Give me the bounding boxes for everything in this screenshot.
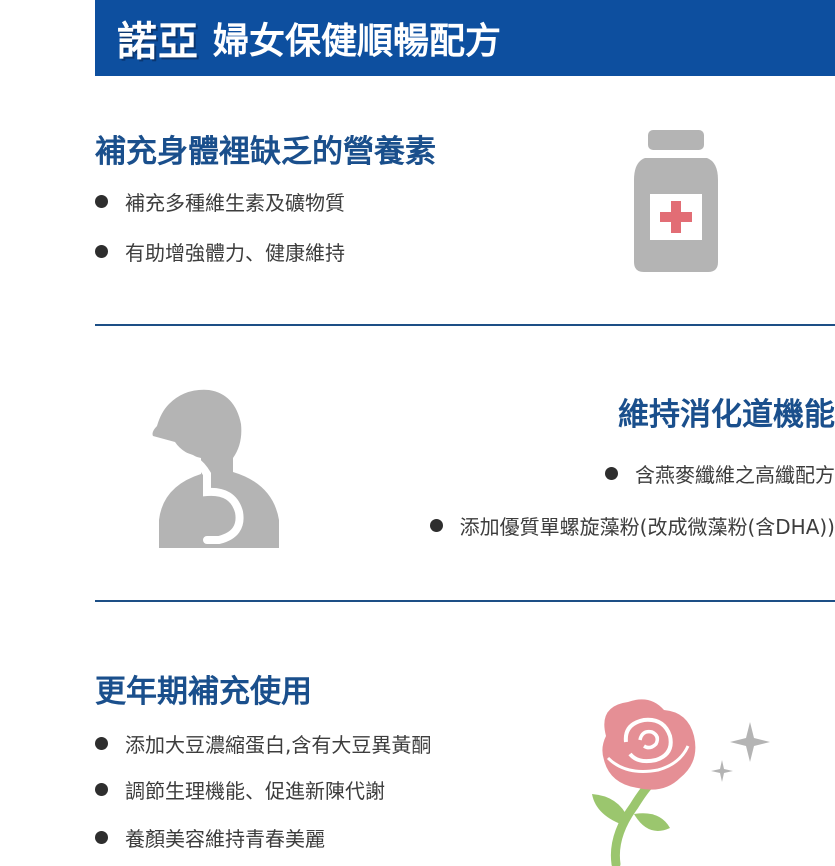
bullet-dot <box>95 244 108 258</box>
list-item-text: 添加大豆濃縮蛋白,含有大豆異黃酮 <box>125 732 432 757</box>
bullet-dot <box>95 736 108 750</box>
bullet-dot <box>95 194 108 208</box>
section-divider <box>95 600 835 602</box>
section-menopause-heading: 更年期補充使用 <box>95 674 312 710</box>
section-digestion-heading: 維持消化道機能 <box>618 397 835 433</box>
list-item: 調節生理機能、促進新陳代謝 <box>95 774 431 804</box>
banner-title: 婦女保健順暢配方 <box>213 21 502 62</box>
section-digestion-list: 含燕麥纖維之高纖配方 添加優質單螺旋藻粉(改成微藻粉(含DHA)) <box>429 458 835 540</box>
bullet-dot <box>429 518 443 532</box>
list-item: 有助增強體力、健康維持 <box>95 236 345 266</box>
rose-icon <box>592 699 770 866</box>
section-menopause-list: 添加大豆濃縮蛋白,含有大豆異黃酮 調節生理機能、促進新陳代謝 養顏美容維持青春美… <box>95 728 431 852</box>
list-item-text: 添加優質單螺旋藻粉(改成微藻粉(含DHA)) <box>459 514 835 539</box>
bullet-dot <box>95 830 108 844</box>
list-item-text: 有助增強體力、健康維持 <box>125 240 345 265</box>
section-nutrition-list: 補充多種維生素及礦物質 有助增強體力、健康維持 <box>95 186 345 266</box>
brand-logo: 諾亞 <box>117 19 199 65</box>
bullet-dot <box>605 466 618 480</box>
list-item: 養顏美容維持青春美麗 <box>95 822 431 852</box>
list-item: 含燕麥纖維之高纖配方 <box>430 458 835 488</box>
section-divider <box>95 324 835 326</box>
section-nutrition-heading: 補充身體裡缺乏的營養素 <box>95 134 436 170</box>
list-item-text: 補充多種維生素及礦物質 <box>125 190 345 215</box>
bullet-dot <box>95 782 108 796</box>
list-item: 添加大豆濃縮蛋白,含有大豆異黃酮 <box>95 728 431 758</box>
list-item: 添加優質單螺旋藻粉(改成微藻粉(含DHA)) <box>429 510 835 540</box>
list-item-text: 含燕麥纖維之高纖配方 <box>635 462 835 487</box>
digestive-system-icon <box>152 389 279 548</box>
list-item-text: 調節生理機能、促進新陳代謝 <box>125 778 385 803</box>
title-banner: 諾亞 婦女保健順暢配方 <box>95 0 835 76</box>
medicine-bottle-icon <box>634 130 718 272</box>
list-item: 補充多種維生素及礦物質 <box>95 186 345 216</box>
list-item-text: 養顏美容維持青春美麗 <box>125 826 325 851</box>
